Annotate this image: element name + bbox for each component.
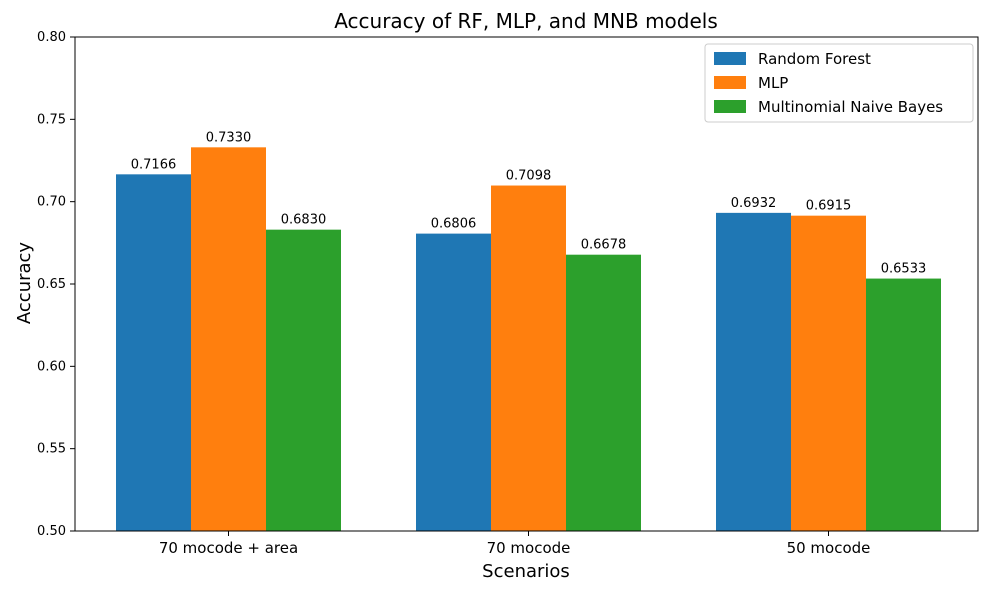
- bar-multinomial-naive-bayes: [866, 278, 941, 531]
- bar-mlp: [191, 147, 266, 531]
- y-tick-label: 0.70: [37, 195, 66, 210]
- plot-frame: [74, 36, 979, 532]
- x-tick-label: 70 mocode: [487, 539, 571, 557]
- bar-value-label: 0.6806: [431, 217, 477, 232]
- bar-random-forest: [416, 233, 491, 531]
- bars: [116, 147, 941, 531]
- y-tick-label: 0.75: [37, 112, 66, 127]
- bar-value-label: 0.7166: [131, 157, 177, 172]
- x-axis-ticks: 70 mocode + area 70 mocode 50 mocode: [159, 531, 871, 557]
- x-axis-label: Scenarios: [482, 561, 570, 582]
- legend-label: Random Forest: [758, 50, 871, 68]
- bar-value-label: 0.6533: [881, 262, 927, 277]
- y-axis-ticks: 0.50 0.55 0.60 0.65 0.70 0.75 0.80: [37, 30, 75, 539]
- bar-mlp: [791, 215, 866, 531]
- legend: Random Forest MLP Multinomial Naive Bayes: [704, 43, 974, 123]
- bar-value-labels: 0.7166 0.6806 0.6932 0.7330 0.7098 0.6915 0.68…: [131, 130, 927, 276]
- bar-multinomial-naive-bayes: [266, 229, 341, 531]
- y-tick-label: 0.50: [37, 524, 66, 539]
- bar-value-label: 0.6932: [731, 196, 777, 211]
- legend-box: [704, 43, 974, 123]
- bar-random-forest: [116, 174, 191, 531]
- y-tick-label: 0.60: [37, 359, 66, 374]
- bar-multinomial-naive-bayes: [566, 254, 641, 531]
- y-axis-label: Accuracy: [14, 242, 35, 325]
- x-tick-label: 50 mocode: [787, 539, 871, 557]
- y-tick-label: 0.55: [37, 442, 66, 457]
- bar-value-label: 0.6915: [806, 199, 852, 214]
- bar-value-label: 0.6830: [281, 213, 327, 228]
- bar-value-label: 0.7330: [206, 130, 252, 145]
- legend-swatch: [714, 100, 746, 113]
- bar-value-label: 0.6678: [581, 238, 627, 253]
- bar-random-forest: [716, 212, 791, 531]
- y-tick-label: 0.80: [37, 30, 66, 45]
- legend-label: MLP: [758, 74, 788, 92]
- y-tick-label: 0.65: [37, 277, 66, 292]
- bar-value-label: 0.7098: [506, 169, 552, 184]
- x-tick-label: 70 mocode + area: [159, 539, 298, 557]
- legend-label: Multinomial Naive Bayes: [758, 98, 943, 116]
- legend-swatch: [714, 52, 746, 65]
- legend-swatch: [714, 76, 746, 89]
- chart-title: Accuracy of RF, MLP, and MNB models: [334, 9, 718, 33]
- bar-mlp: [491, 185, 566, 531]
